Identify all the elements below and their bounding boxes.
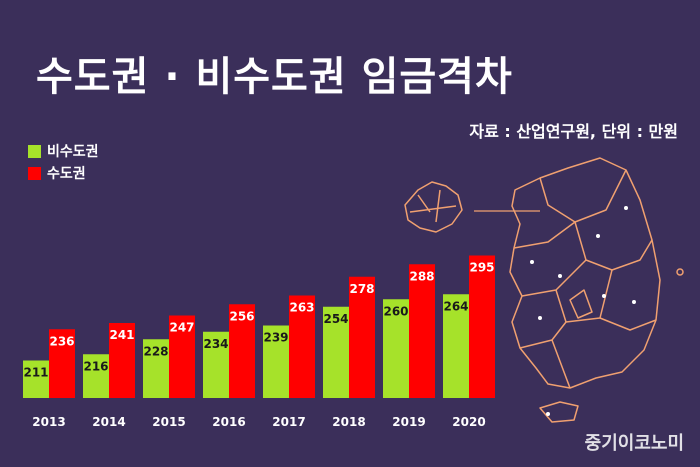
data-label-non-capital-2013: 211 <box>23 366 48 380</box>
bar-capital-2019 <box>409 264 435 398</box>
bar-non-capital-2019 <box>383 299 409 398</box>
data-label-capital-2013: 236 <box>49 334 74 348</box>
data-label-non-capital-2019: 260 <box>383 304 408 318</box>
legend: 비수도권 수도권 <box>28 141 99 185</box>
watermark-logo: 중기이코노미 <box>584 433 684 454</box>
data-label-capital-2015: 247 <box>169 321 194 335</box>
bar-non-capital-2017 <box>263 325 289 398</box>
bar-non-capital-2020 <box>443 294 469 398</box>
x-tick-label-2018: 2018 <box>332 415 365 429</box>
bar-non-capital-2016 <box>203 331 229 398</box>
data-label-capital-2014: 241 <box>109 328 134 342</box>
data-label-capital-2017: 263 <box>289 301 314 315</box>
x-tick-label-2019: 2019 <box>392 415 425 429</box>
bar-capital-2016 <box>229 304 255 398</box>
legend-swatch-non-capital <box>28 144 41 158</box>
x-tick-label-2015: 2015 <box>152 415 185 429</box>
bar-non-capital-2013 <box>23 360 49 398</box>
data-label-non-capital-2015: 228 <box>143 344 168 358</box>
data-label-non-capital-2014: 216 <box>83 359 108 373</box>
bar-capital-2020 <box>469 255 495 398</box>
data-label-non-capital-2020: 264 <box>443 299 468 313</box>
x-tick-label-2014: 2014 <box>92 415 125 429</box>
data-label-capital-2020: 295 <box>469 261 494 275</box>
data-label-capital-2016: 256 <box>229 309 254 323</box>
data-label-non-capital-2017: 239 <box>263 331 288 345</box>
bar-capital-2015 <box>169 315 195 398</box>
legend-swatch-capital <box>28 166 41 180</box>
x-tick-label-2013: 2013 <box>32 415 65 429</box>
bar-capital-2017 <box>289 295 315 398</box>
source-note: 자료 : 산업연구원, 단위 : 만원 <box>469 122 678 141</box>
bar-non-capital-2014 <box>83 354 109 398</box>
x-tick-label-2020: 2020 <box>452 415 485 429</box>
bar-capital-2013 <box>49 329 75 398</box>
data-label-non-capital-2018: 254 <box>323 312 348 326</box>
bar-non-capital-2015 <box>143 339 169 398</box>
x-tick-label-2017: 2017 <box>272 415 305 429</box>
x-tick-label-2016: 2016 <box>212 415 245 429</box>
legend-item-capital: 수도권 <box>28 163 99 183</box>
legend-label-non-capital: 비수도권 <box>47 144 99 160</box>
bar-capital-2014 <box>109 323 135 398</box>
bar-capital-2018 <box>349 276 375 398</box>
legend-label-capital: 수도권 <box>47 166 86 182</box>
bar-non-capital-2018 <box>323 306 349 398</box>
data-label-capital-2019: 288 <box>409 269 434 283</box>
data-label-non-capital-2016: 234 <box>203 337 228 351</box>
legend-item-non-capital: 비수도권 <box>28 141 99 161</box>
chart-title: 수도권 · 비수도권 임금격차 <box>36 54 513 100</box>
data-label-capital-2018: 278 <box>349 282 374 296</box>
